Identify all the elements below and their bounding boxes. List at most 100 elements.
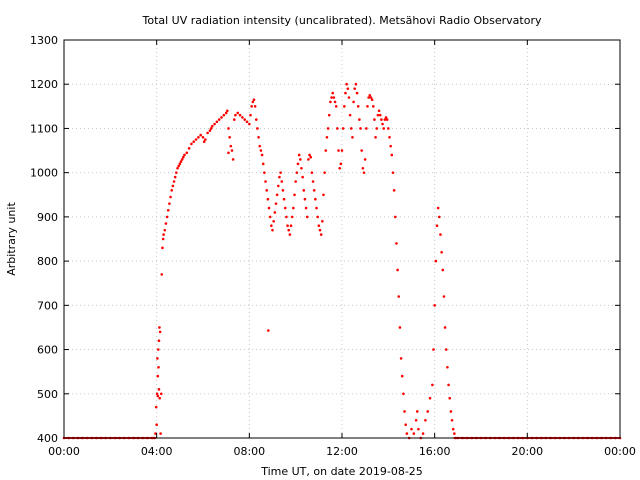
y-tick-label: 1000 bbox=[30, 167, 58, 180]
data-point bbox=[346, 87, 350, 90]
data-point bbox=[230, 149, 234, 152]
data-point bbox=[327, 113, 331, 117]
data-point bbox=[321, 220, 324, 223]
data-point bbox=[344, 91, 347, 95]
data-point bbox=[251, 100, 255, 104]
data-point bbox=[294, 180, 297, 183]
data-point bbox=[256, 127, 259, 130]
data-point bbox=[414, 419, 418, 422]
data-point bbox=[249, 113, 252, 117]
data-point bbox=[185, 151, 189, 155]
data-point bbox=[365, 127, 368, 130]
data-point bbox=[355, 91, 359, 95]
data-point bbox=[222, 113, 226, 117]
data-point bbox=[220, 116, 223, 119]
data-point bbox=[353, 87, 357, 90]
data-point bbox=[296, 162, 300, 166]
x-axis-label: Time UT, on date 2019-08-25 bbox=[260, 465, 423, 478]
data-point bbox=[172, 180, 176, 183]
data-point bbox=[339, 162, 343, 166]
data-point bbox=[311, 180, 315, 183]
data-point bbox=[387, 127, 390, 130]
data-point bbox=[447, 383, 450, 387]
data-point bbox=[354, 82, 358, 86]
data-point bbox=[434, 259, 438, 263]
x-tick-label: 04:00 bbox=[141, 445, 173, 458]
data-point bbox=[325, 135, 329, 139]
data-point bbox=[314, 197, 317, 201]
data-point bbox=[187, 147, 191, 150]
data-point bbox=[161, 237, 165, 241]
data-point bbox=[226, 109, 229, 113]
y-tick-label: 1100 bbox=[30, 122, 58, 135]
data-point bbox=[402, 392, 405, 396]
data-point bbox=[360, 149, 363, 152]
data-point bbox=[164, 222, 168, 225]
data-point bbox=[398, 326, 402, 329]
data-point bbox=[158, 396, 161, 400]
data-point bbox=[347, 96, 351, 99]
data-point bbox=[412, 432, 416, 435]
data-point bbox=[275, 193, 279, 197]
data-point bbox=[155, 423, 158, 427]
x-tick-label: 00:00 bbox=[48, 445, 80, 458]
data-point bbox=[267, 206, 271, 210]
data-point bbox=[276, 184, 280, 188]
x-tick-label: 00:00 bbox=[604, 445, 636, 458]
data-point bbox=[373, 118, 376, 121]
data-point bbox=[326, 127, 330, 130]
data-point bbox=[453, 432, 456, 435]
data-point bbox=[180, 158, 184, 161]
data-point bbox=[154, 432, 157, 435]
y-axis-label: Arbitrary unit bbox=[5, 202, 18, 276]
data-point bbox=[197, 135, 200, 139]
x-tick-label: 12:00 bbox=[326, 445, 358, 458]
data-point bbox=[173, 175, 177, 179]
data-point bbox=[179, 160, 183, 163]
data-point bbox=[264, 180, 267, 183]
data-point bbox=[300, 166, 303, 170]
data-point bbox=[341, 127, 345, 130]
data-point bbox=[361, 166, 365, 170]
data-point bbox=[272, 220, 275, 223]
data-point bbox=[393, 215, 397, 219]
y-tick-label: 600 bbox=[37, 344, 58, 357]
data-point bbox=[318, 228, 322, 232]
data-point bbox=[285, 215, 288, 219]
data-point bbox=[271, 228, 274, 232]
data-point bbox=[156, 394, 160, 398]
data-point bbox=[389, 144, 392, 148]
data-point bbox=[155, 392, 159, 396]
data-point bbox=[390, 153, 394, 157]
data-point bbox=[444, 348, 448, 351]
data-point bbox=[441, 268, 445, 272]
data-point bbox=[204, 138, 207, 141]
data-point bbox=[383, 118, 387, 121]
x-tick-label: 20:00 bbox=[511, 445, 543, 458]
data-point bbox=[312, 189, 316, 192]
data-point bbox=[363, 158, 367, 161]
data-point bbox=[371, 105, 375, 108]
data-point bbox=[366, 105, 369, 108]
data-point bbox=[166, 208, 170, 212]
data-point bbox=[309, 155, 313, 159]
data-point bbox=[278, 175, 281, 179]
data-point bbox=[443, 326, 447, 329]
data-point bbox=[385, 118, 389, 121]
data-point bbox=[177, 164, 180, 168]
data-point bbox=[352, 100, 355, 104]
data-point bbox=[217, 118, 221, 121]
data-point bbox=[307, 158, 310, 161]
data-point bbox=[208, 129, 212, 132]
data-point bbox=[292, 206, 295, 210]
data-point bbox=[162, 233, 165, 236]
data-point bbox=[234, 113, 237, 117]
data-point bbox=[274, 202, 278, 205]
data-point bbox=[351, 135, 354, 139]
data-point bbox=[259, 149, 263, 152]
data-point bbox=[258, 144, 262, 148]
data-point bbox=[330, 96, 333, 99]
data-point bbox=[227, 127, 230, 130]
data-point bbox=[424, 419, 427, 422]
data-point bbox=[227, 151, 230, 155]
